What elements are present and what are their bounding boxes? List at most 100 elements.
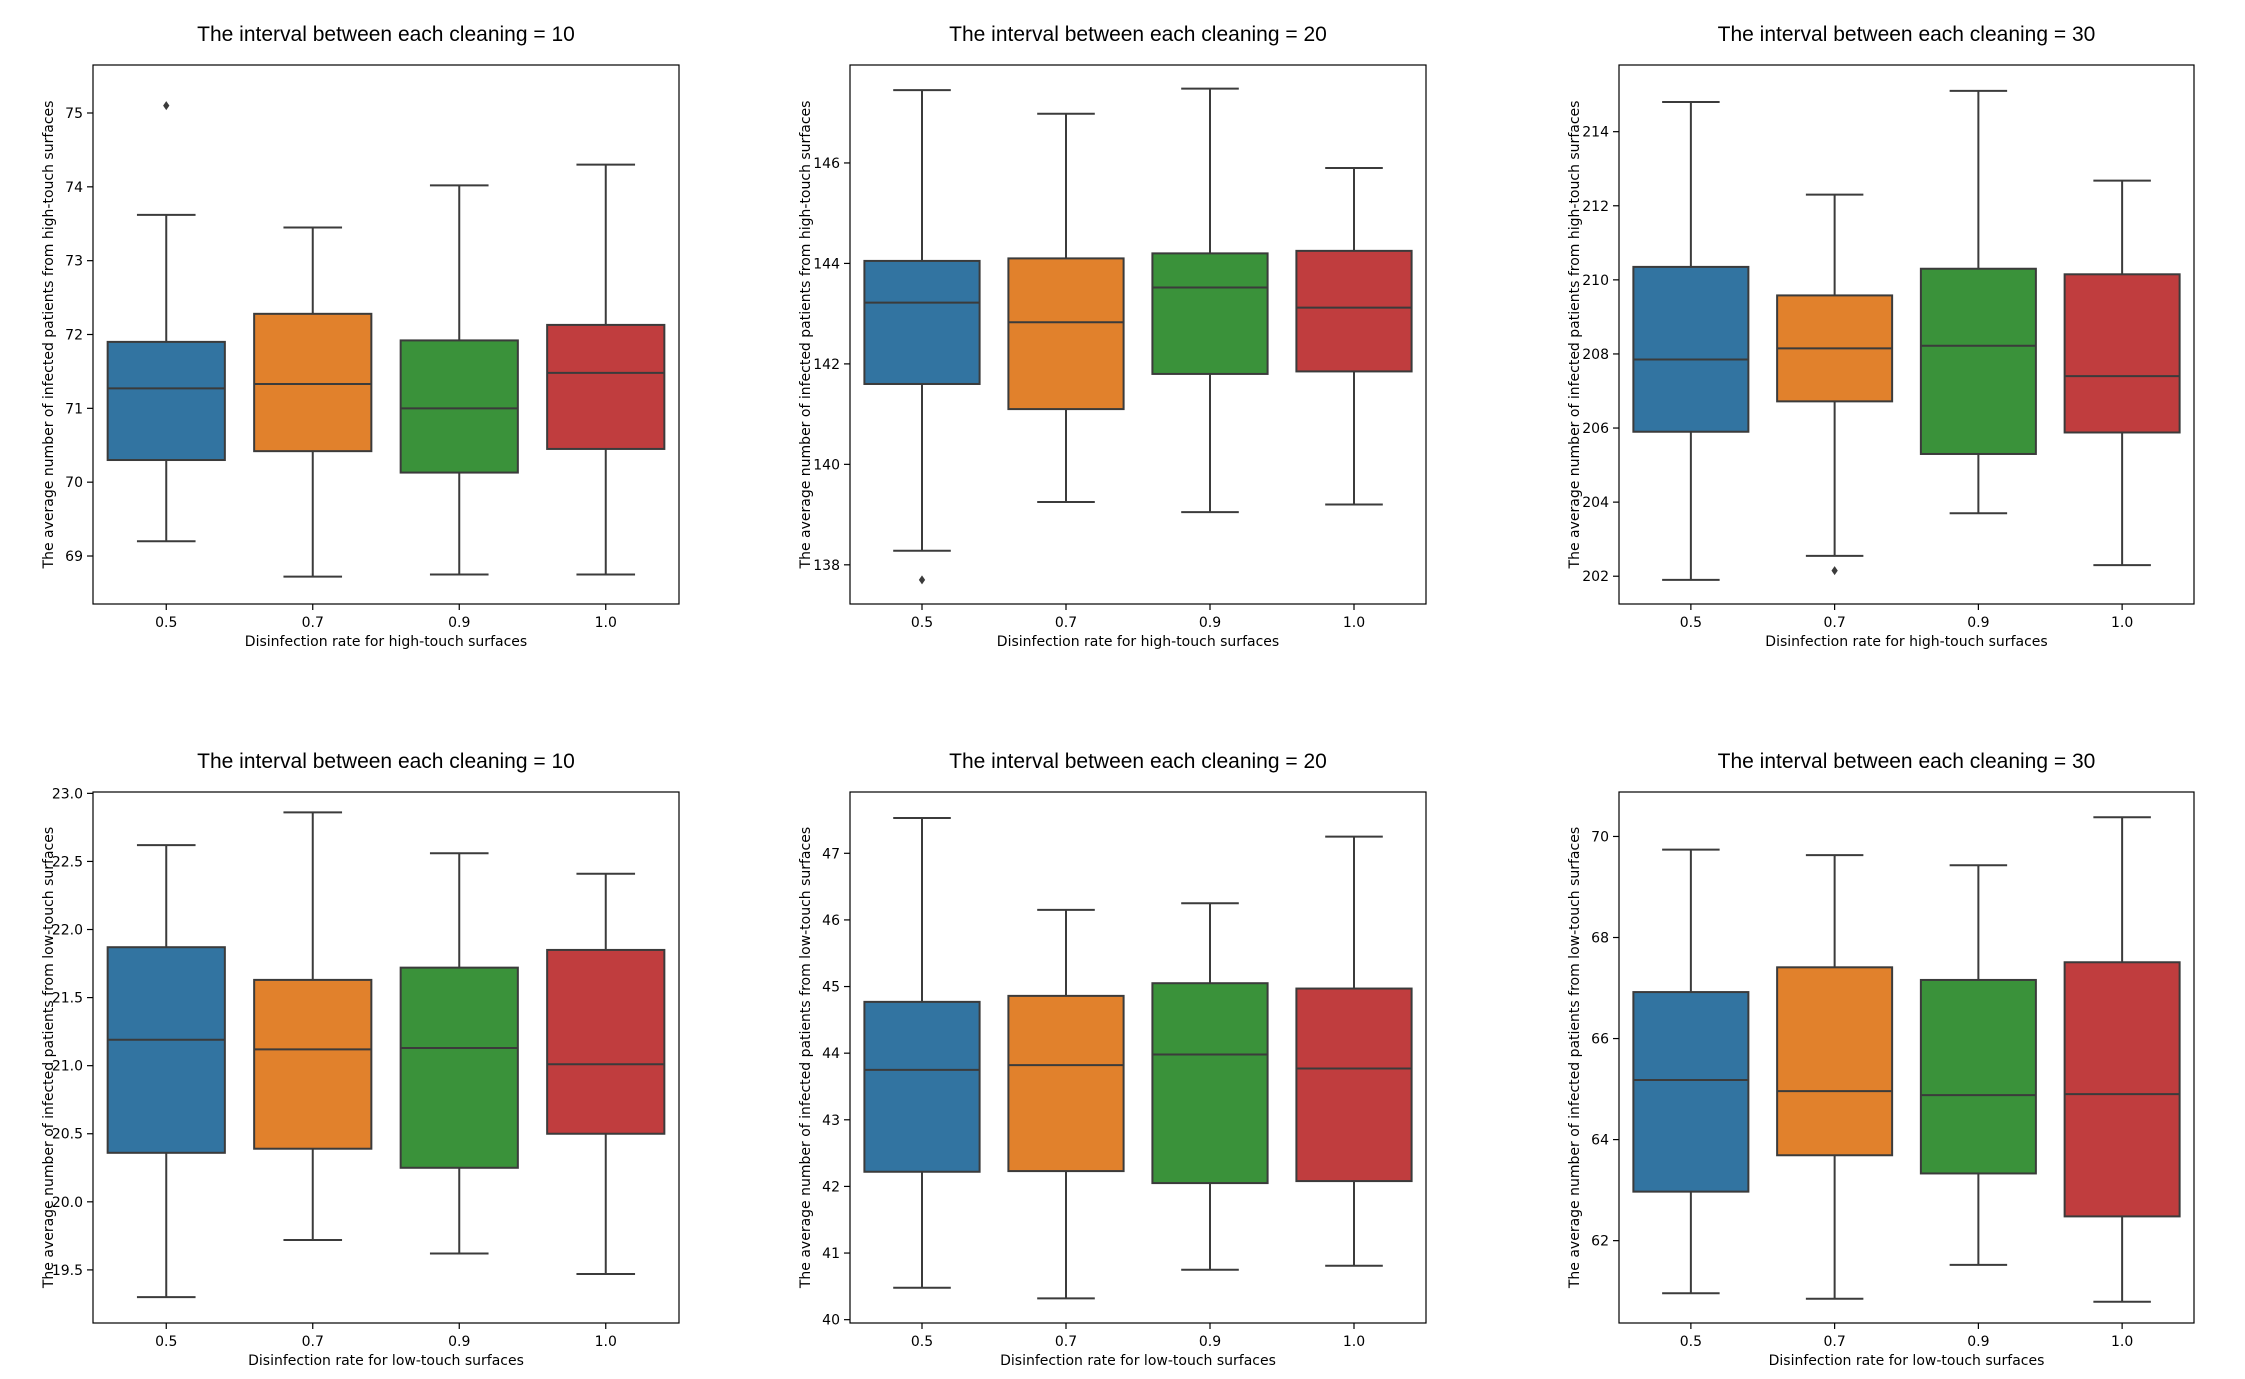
box-0-5 <box>1632 848 1750 1295</box>
box-1-0 <box>2063 816 2181 1303</box>
y-tick-label: 74 <box>65 180 83 196</box>
box-0-5 <box>106 101 226 543</box>
box-0-9 <box>399 184 519 576</box>
box-0-7 <box>1776 193 1894 576</box>
y-tick-label: 47 <box>822 846 840 862</box>
box-body <box>1776 966 1894 1157</box>
chart-title: The interval between each cleaning = 20 <box>949 23 1327 46</box>
y-tick-label: 22.5 <box>52 854 83 870</box>
chart-panel-6: The interval between each cleaning = 30 6… <box>1567 750 2195 1369</box>
box-0-7 <box>1776 854 1894 1300</box>
box-body <box>2063 961 2181 1218</box>
x-tick-label: 0.7 <box>302 615 324 631</box>
y-tick-label: 212 <box>1582 199 1609 215</box>
y-tick-label: 70 <box>65 475 83 491</box>
y-tick-label: 72 <box>65 328 83 344</box>
x-tick-label: 1.0 <box>595 615 617 631</box>
plot-frame <box>1618 64 2195 605</box>
outlier-marker <box>918 575 926 585</box>
box-body <box>399 966 519 1169</box>
x-tick-label: 0.7 <box>1823 1334 1845 1350</box>
box-1-0 <box>546 163 666 576</box>
y-tick-label: 75 <box>65 106 83 122</box>
box-1-0 <box>2063 179 2181 567</box>
x-axis-label: Disinfection rate for low-touch surfaces <box>1769 1353 2045 1369</box>
y-tick-label: 68 <box>1591 931 1609 947</box>
box-0-5 <box>1632 101 1750 581</box>
y-tick-label: 42 <box>822 1179 840 1195</box>
box-body <box>1919 978 2037 1175</box>
y-tick-label: 73 <box>65 254 83 270</box>
box-body <box>1007 257 1125 411</box>
x-tick-label: 0.7 <box>1055 615 1077 631</box>
y-tick-label: 144 <box>813 256 840 272</box>
y-tick-label: 22.0 <box>52 923 83 939</box>
box-0-9 <box>1919 89 2037 515</box>
y-tick-label: 64 <box>1591 1133 1609 1149</box>
y-axis-label: The average number of infected patients … <box>1567 101 1583 570</box>
y-tick-label: 45 <box>822 980 840 996</box>
box-0-9 <box>399 852 519 1255</box>
box-body <box>863 1000 981 1173</box>
y-tick-label: 44 <box>822 1046 840 1062</box>
x-tick-label: 1.0 <box>595 1334 617 1350</box>
y-axis-label: The average number of infected patients … <box>41 827 57 1289</box>
x-axis-label: Disinfection rate for high-touch surface… <box>1765 634 2047 650</box>
box-body <box>1632 991 1750 1193</box>
y-axis-label: The average number of infected patients … <box>798 101 814 570</box>
chart-panel-2: The interval between each cleaning = 20 1… <box>798 23 1427 650</box>
x-axis-label: Disinfection rate for high-touch surface… <box>245 634 527 650</box>
box-0-7 <box>1007 112 1125 504</box>
chart-title: The interval between each cleaning = 30 <box>1718 23 2096 46</box>
x-tick-label: 0.9 <box>448 1334 470 1350</box>
y-tick-label: 146 <box>813 156 840 172</box>
x-tick-label: 0.9 <box>1199 615 1221 631</box>
y-tick-label: 214 <box>1582 125 1609 141</box>
box-body <box>106 946 226 1154</box>
box-1-0 <box>1295 166 1413 506</box>
box-1-0 <box>546 872 666 1275</box>
box-body <box>1151 982 1269 1185</box>
x-tick-label: 1.0 <box>1343 1334 1365 1350</box>
chart-title: The interval between each cleaning = 10 <box>197 23 575 46</box>
chart-panel-1: The interval between each cleaning = 10 6… <box>41 23 680 650</box>
chart-title: The interval between each cleaning = 10 <box>197 750 575 773</box>
y-tick-label: 210 <box>1582 273 1609 289</box>
chart-title: The interval between each cleaning = 20 <box>949 750 1327 773</box>
chart-panel-5: The interval between each cleaning = 20 4… <box>798 750 1427 1369</box>
y-tick-label: 20.5 <box>52 1127 83 1143</box>
box-body <box>1007 994 1125 1173</box>
y-tick-label: 62 <box>1591 1234 1609 1250</box>
y-tick-label: 142 <box>813 357 840 373</box>
x-tick-label: 0.5 <box>155 1334 177 1350</box>
x-axis-label: Disinfection rate for low-touch surfaces <box>1000 1353 1276 1369</box>
box-0-9 <box>1151 87 1269 514</box>
x-tick-label: 0.9 <box>1967 615 1989 631</box>
box-body <box>1295 249 1413 373</box>
box-0-7 <box>253 811 373 1241</box>
box-body <box>546 323 666 450</box>
y-axis-label: The average number of infected patients … <box>1567 827 1583 1289</box>
x-tick-label: 0.5 <box>1680 615 1702 631</box>
plot-frame <box>1618 791 2195 1324</box>
y-tick-label: 19.5 <box>52 1263 83 1279</box>
box-body <box>1919 267 2037 455</box>
box-body <box>1632 265 1750 433</box>
box-0-7 <box>1007 908 1125 1300</box>
y-tick-label: 206 <box>1582 421 1609 437</box>
y-tick-label: 21.0 <box>52 1059 83 1075</box>
box-body <box>253 978 373 1150</box>
x-tick-label: 0.5 <box>911 1334 933 1350</box>
box-0-5 <box>863 816 981 1289</box>
x-tick-label: 0.9 <box>448 615 470 631</box>
y-tick-label: 21.5 <box>52 991 83 1007</box>
y-tick-label: 138 <box>813 558 840 574</box>
y-axis-label: The average number of infected patients … <box>798 827 814 1289</box>
y-tick-label: 46 <box>822 913 840 929</box>
x-tick-label: 0.7 <box>1055 1334 1077 1350</box>
y-tick-label: 70 <box>1591 829 1609 845</box>
x-tick-label: 0.7 <box>1823 615 1845 631</box>
box-body <box>2063 273 2181 434</box>
y-tick-label: 202 <box>1582 569 1609 585</box>
box-body <box>399 339 519 474</box>
